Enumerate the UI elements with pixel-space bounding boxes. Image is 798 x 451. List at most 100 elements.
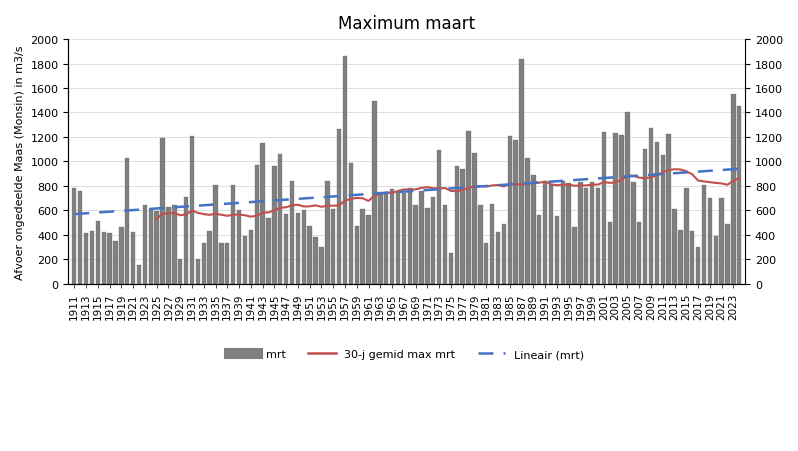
Bar	[160, 139, 164, 284]
Bar	[78, 191, 82, 284]
Bar	[478, 206, 483, 284]
Bar	[502, 224, 506, 284]
Bar	[619, 136, 624, 284]
Bar	[108, 234, 112, 284]
Bar	[84, 234, 89, 284]
Bar	[113, 241, 117, 284]
Bar	[443, 206, 447, 284]
Bar	[290, 181, 294, 284]
Bar	[166, 207, 171, 284]
Bar	[666, 135, 671, 284]
Bar	[572, 228, 577, 284]
Bar	[136, 266, 141, 284]
Bar	[325, 181, 330, 284]
Bar	[361, 210, 365, 284]
Bar	[708, 198, 712, 284]
Bar	[696, 247, 701, 284]
Bar	[272, 167, 277, 284]
Bar	[196, 260, 200, 284]
Bar	[343, 57, 347, 284]
Bar	[378, 193, 382, 284]
Bar	[720, 198, 724, 284]
Bar	[484, 244, 488, 284]
Bar	[119, 228, 124, 284]
Bar	[302, 211, 306, 284]
Bar	[560, 181, 565, 284]
Bar	[419, 191, 424, 284]
Bar	[549, 186, 553, 284]
Bar	[731, 94, 736, 284]
Bar	[661, 156, 665, 284]
Bar	[337, 130, 342, 284]
Bar	[590, 183, 595, 284]
Bar	[466, 132, 471, 284]
Bar	[531, 175, 535, 284]
Bar	[213, 185, 218, 284]
Bar	[455, 166, 459, 284]
Bar	[602, 133, 606, 284]
Bar	[626, 113, 630, 284]
Bar	[89, 231, 94, 284]
Bar	[490, 205, 494, 284]
Bar	[614, 133, 618, 284]
Bar	[460, 169, 465, 284]
Bar	[307, 227, 312, 284]
Bar	[725, 224, 729, 284]
Bar	[231, 185, 235, 284]
Bar	[101, 233, 106, 284]
Bar	[637, 223, 642, 284]
Bar	[525, 158, 530, 284]
Bar	[255, 166, 259, 284]
Bar	[607, 223, 612, 284]
Bar	[643, 150, 647, 284]
Bar	[178, 260, 183, 284]
Bar	[496, 233, 500, 284]
Y-axis label: Afvoer ongedeelde Maas (Monsin) in m3/s: Afvoer ongedeelde Maas (Monsin) in m3/s	[15, 45, 25, 279]
Bar	[384, 193, 389, 284]
Bar	[631, 183, 635, 284]
Bar	[331, 210, 335, 284]
Bar	[237, 211, 241, 284]
Bar	[72, 189, 77, 284]
Bar	[260, 144, 265, 284]
Bar	[148, 211, 153, 284]
Bar	[584, 189, 588, 284]
Bar	[508, 136, 512, 284]
Bar	[125, 158, 129, 284]
Bar	[513, 141, 518, 284]
Bar	[314, 238, 318, 284]
Bar	[284, 214, 288, 284]
Bar	[437, 151, 441, 284]
Bar	[143, 206, 147, 284]
Bar	[649, 129, 654, 284]
Bar	[701, 185, 706, 284]
Bar	[319, 247, 324, 284]
Bar	[349, 163, 353, 284]
Bar	[408, 189, 412, 284]
Bar	[678, 230, 682, 284]
Legend: mrt, 30-j gemid max mrt, Lineair (mrt): mrt, 30-j gemid max mrt, Lineair (mrt)	[224, 345, 589, 364]
Bar	[184, 198, 188, 284]
Bar	[219, 244, 223, 284]
Bar	[390, 190, 394, 284]
Bar	[673, 210, 677, 284]
Bar	[431, 198, 436, 284]
Bar	[155, 212, 159, 284]
Bar	[684, 189, 689, 284]
Bar	[713, 236, 718, 284]
Bar	[190, 137, 194, 284]
Bar	[267, 218, 271, 284]
Bar	[425, 208, 429, 284]
Bar	[472, 153, 476, 284]
Bar	[296, 213, 300, 284]
Bar	[366, 216, 371, 284]
Bar	[579, 183, 583, 284]
Bar	[654, 143, 659, 284]
Bar	[354, 227, 359, 284]
Bar	[401, 193, 406, 284]
Bar	[448, 253, 453, 284]
Bar	[543, 181, 547, 284]
Bar	[249, 230, 253, 284]
Bar	[96, 222, 100, 284]
Bar	[225, 244, 230, 284]
